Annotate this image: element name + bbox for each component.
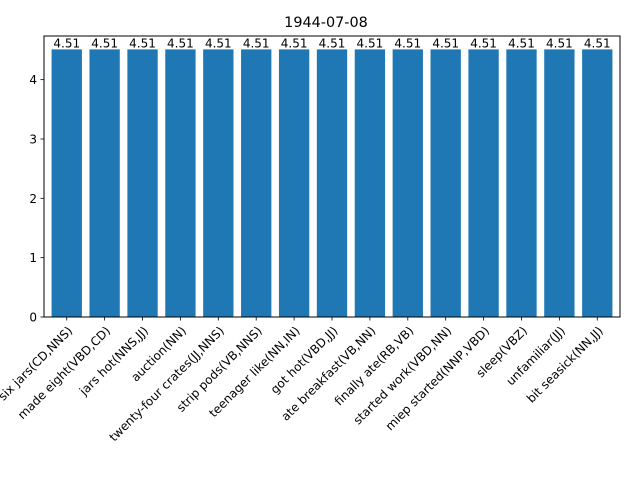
bar: [89, 49, 120, 317]
bar: [354, 49, 386, 317]
x-axis: six jars(CD,NNS)made eight(VBD,CD)jars h…: [0, 317, 606, 444]
data-label: 4.51: [243, 36, 270, 50]
data-label: 4.51: [508, 36, 535, 50]
plot-frame: [43, 35, 621, 318]
data-label: 4.51: [584, 36, 611, 50]
data-labels-layer: 4.51 4.51 4.51 4.51 4.51 4.51 4.51 4.51 4.51 4.51…: [53, 36, 610, 50]
data-label: 4.51: [546, 36, 573, 50]
x-tick-label: jars hot(NNS,JJ): [76, 324, 151, 399]
data-label: 4.51: [470, 36, 497, 50]
bar: [241, 49, 272, 317]
chart-title: 1944-07-08: [284, 15, 368, 31]
data-label: 4.51: [357, 36, 384, 50]
data-label: 4.51: [53, 36, 80, 50]
bar: [278, 49, 310, 317]
y-tick-label: 4: [29, 73, 37, 87]
y-tick-label: 3: [29, 132, 37, 146]
bar: [430, 49, 461, 317]
bar: [506, 49, 537, 317]
bar: [392, 49, 423, 317]
data-label: 4.51: [129, 36, 156, 50]
y-axis: 0 1 2 3 4: [29, 73, 44, 325]
bar: [582, 49, 613, 317]
bar: [203, 49, 234, 317]
data-label: 4.51: [319, 36, 346, 50]
data-label: 4.51: [394, 36, 421, 50]
data-label: 4.51: [432, 36, 459, 50]
y-tick-label: 2: [29, 192, 37, 206]
bar: [468, 49, 499, 317]
data-label: 4.51: [281, 36, 308, 50]
data-label: 4.51: [205, 36, 232, 50]
bar: [544, 49, 575, 317]
bar: [165, 49, 196, 317]
data-label: 4.51: [91, 36, 118, 50]
y-tick-label: 1: [29, 251, 37, 265]
bar: [316, 49, 348, 317]
x-tick-label: got hot(VBD,JJ): [268, 324, 341, 397]
bars-layer: [51, 49, 613, 317]
data-label: 4.51: [167, 36, 194, 50]
bar: [51, 49, 82, 317]
bar: [127, 49, 158, 317]
y-tick-label: 0: [29, 311, 37, 325]
